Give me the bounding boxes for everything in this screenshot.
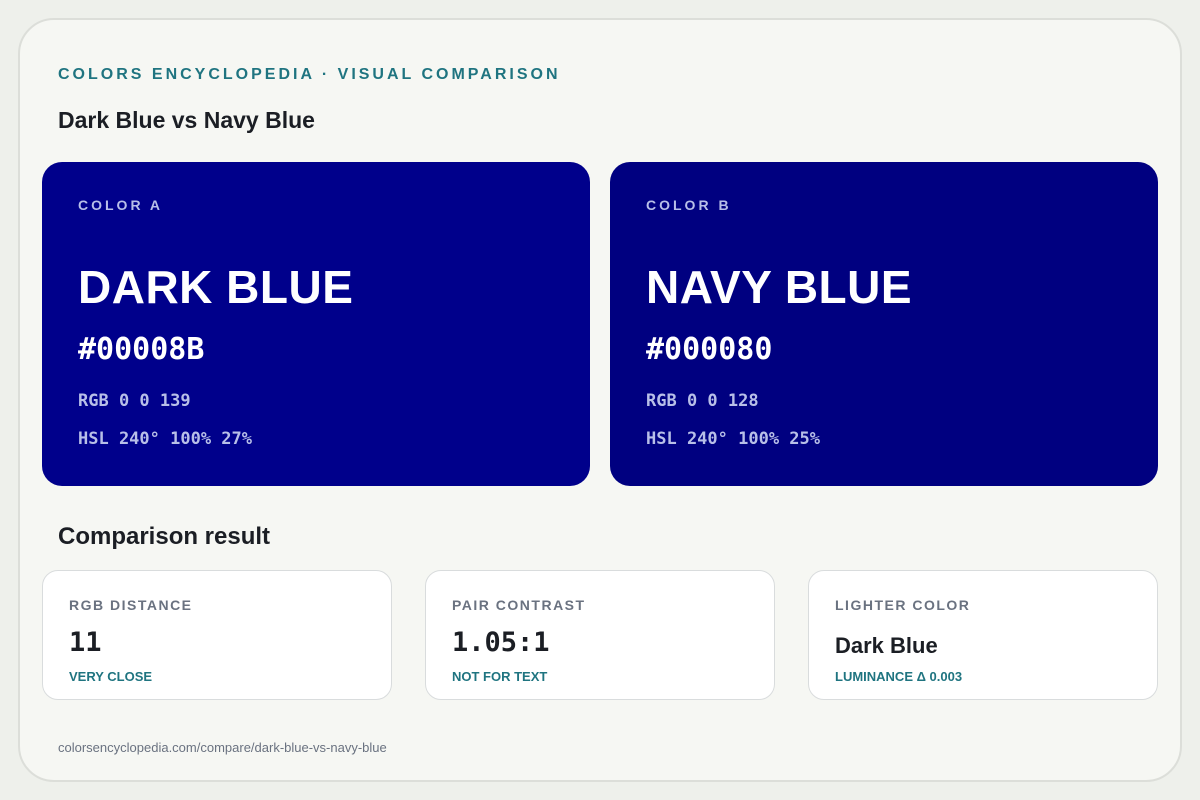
- color-a-label: COLOR A: [78, 197, 164, 213]
- color-b-hex: #000080: [646, 332, 773, 367]
- color-a-hex: #00008B: [78, 332, 205, 367]
- card-label: RGB DISTANCE: [69, 597, 193, 613]
- card-note: NOT FOR TEXT: [452, 669, 548, 684]
- card-note: LUMINANCE Δ 0.003: [835, 669, 963, 684]
- color-a-rgb: RGB 0 0 139: [78, 391, 191, 411]
- card-value: 1.05:1: [452, 627, 550, 658]
- card-label: PAIR CONTRAST: [452, 597, 586, 613]
- color-b-hsl: HSL 240° 100% 25%: [646, 429, 820, 449]
- rgb-distance-card: RGB DISTANCE 11 VERY CLOSE: [42, 570, 392, 700]
- card-value: Dark Blue: [835, 633, 938, 658]
- lighter-color-card: LIGHTER COLOR Dark Blue LUMINANCE Δ 0.00…: [808, 570, 1158, 700]
- footer-url: colorsencyclopedia.com/compare/dark-blue…: [58, 740, 387, 755]
- color-b-label: COLOR B: [646, 197, 732, 213]
- color-b-rgb: RGB 0 0 128: [646, 391, 759, 411]
- site-kicker: COLORS ENCYCLOPEDIA · VISUAL COMPARISON: [58, 66, 561, 83]
- comparison-title: Comparison result: [58, 523, 271, 550]
- color-a-swatch: COLOR A DARK BLUE #00008B RGB 0 0 139 HS…: [42, 162, 590, 486]
- card-value: 11: [69, 627, 102, 658]
- color-b-swatch: COLOR B NAVY BLUE #000080 RGB 0 0 128 HS…: [610, 162, 1158, 486]
- card-note: VERY CLOSE: [69, 669, 153, 684]
- color-a-hsl: HSL 240° 100% 27%: [78, 429, 252, 449]
- color-a-name: DARK BLUE: [78, 261, 354, 313]
- page-title: Dark Blue vs Navy Blue: [58, 107, 315, 133]
- card-label: LIGHTER COLOR: [835, 597, 971, 613]
- pair-contrast-card: PAIR CONTRAST 1.05:1 NOT FOR TEXT: [425, 570, 775, 700]
- color-b-name: NAVY BLUE: [646, 261, 913, 313]
